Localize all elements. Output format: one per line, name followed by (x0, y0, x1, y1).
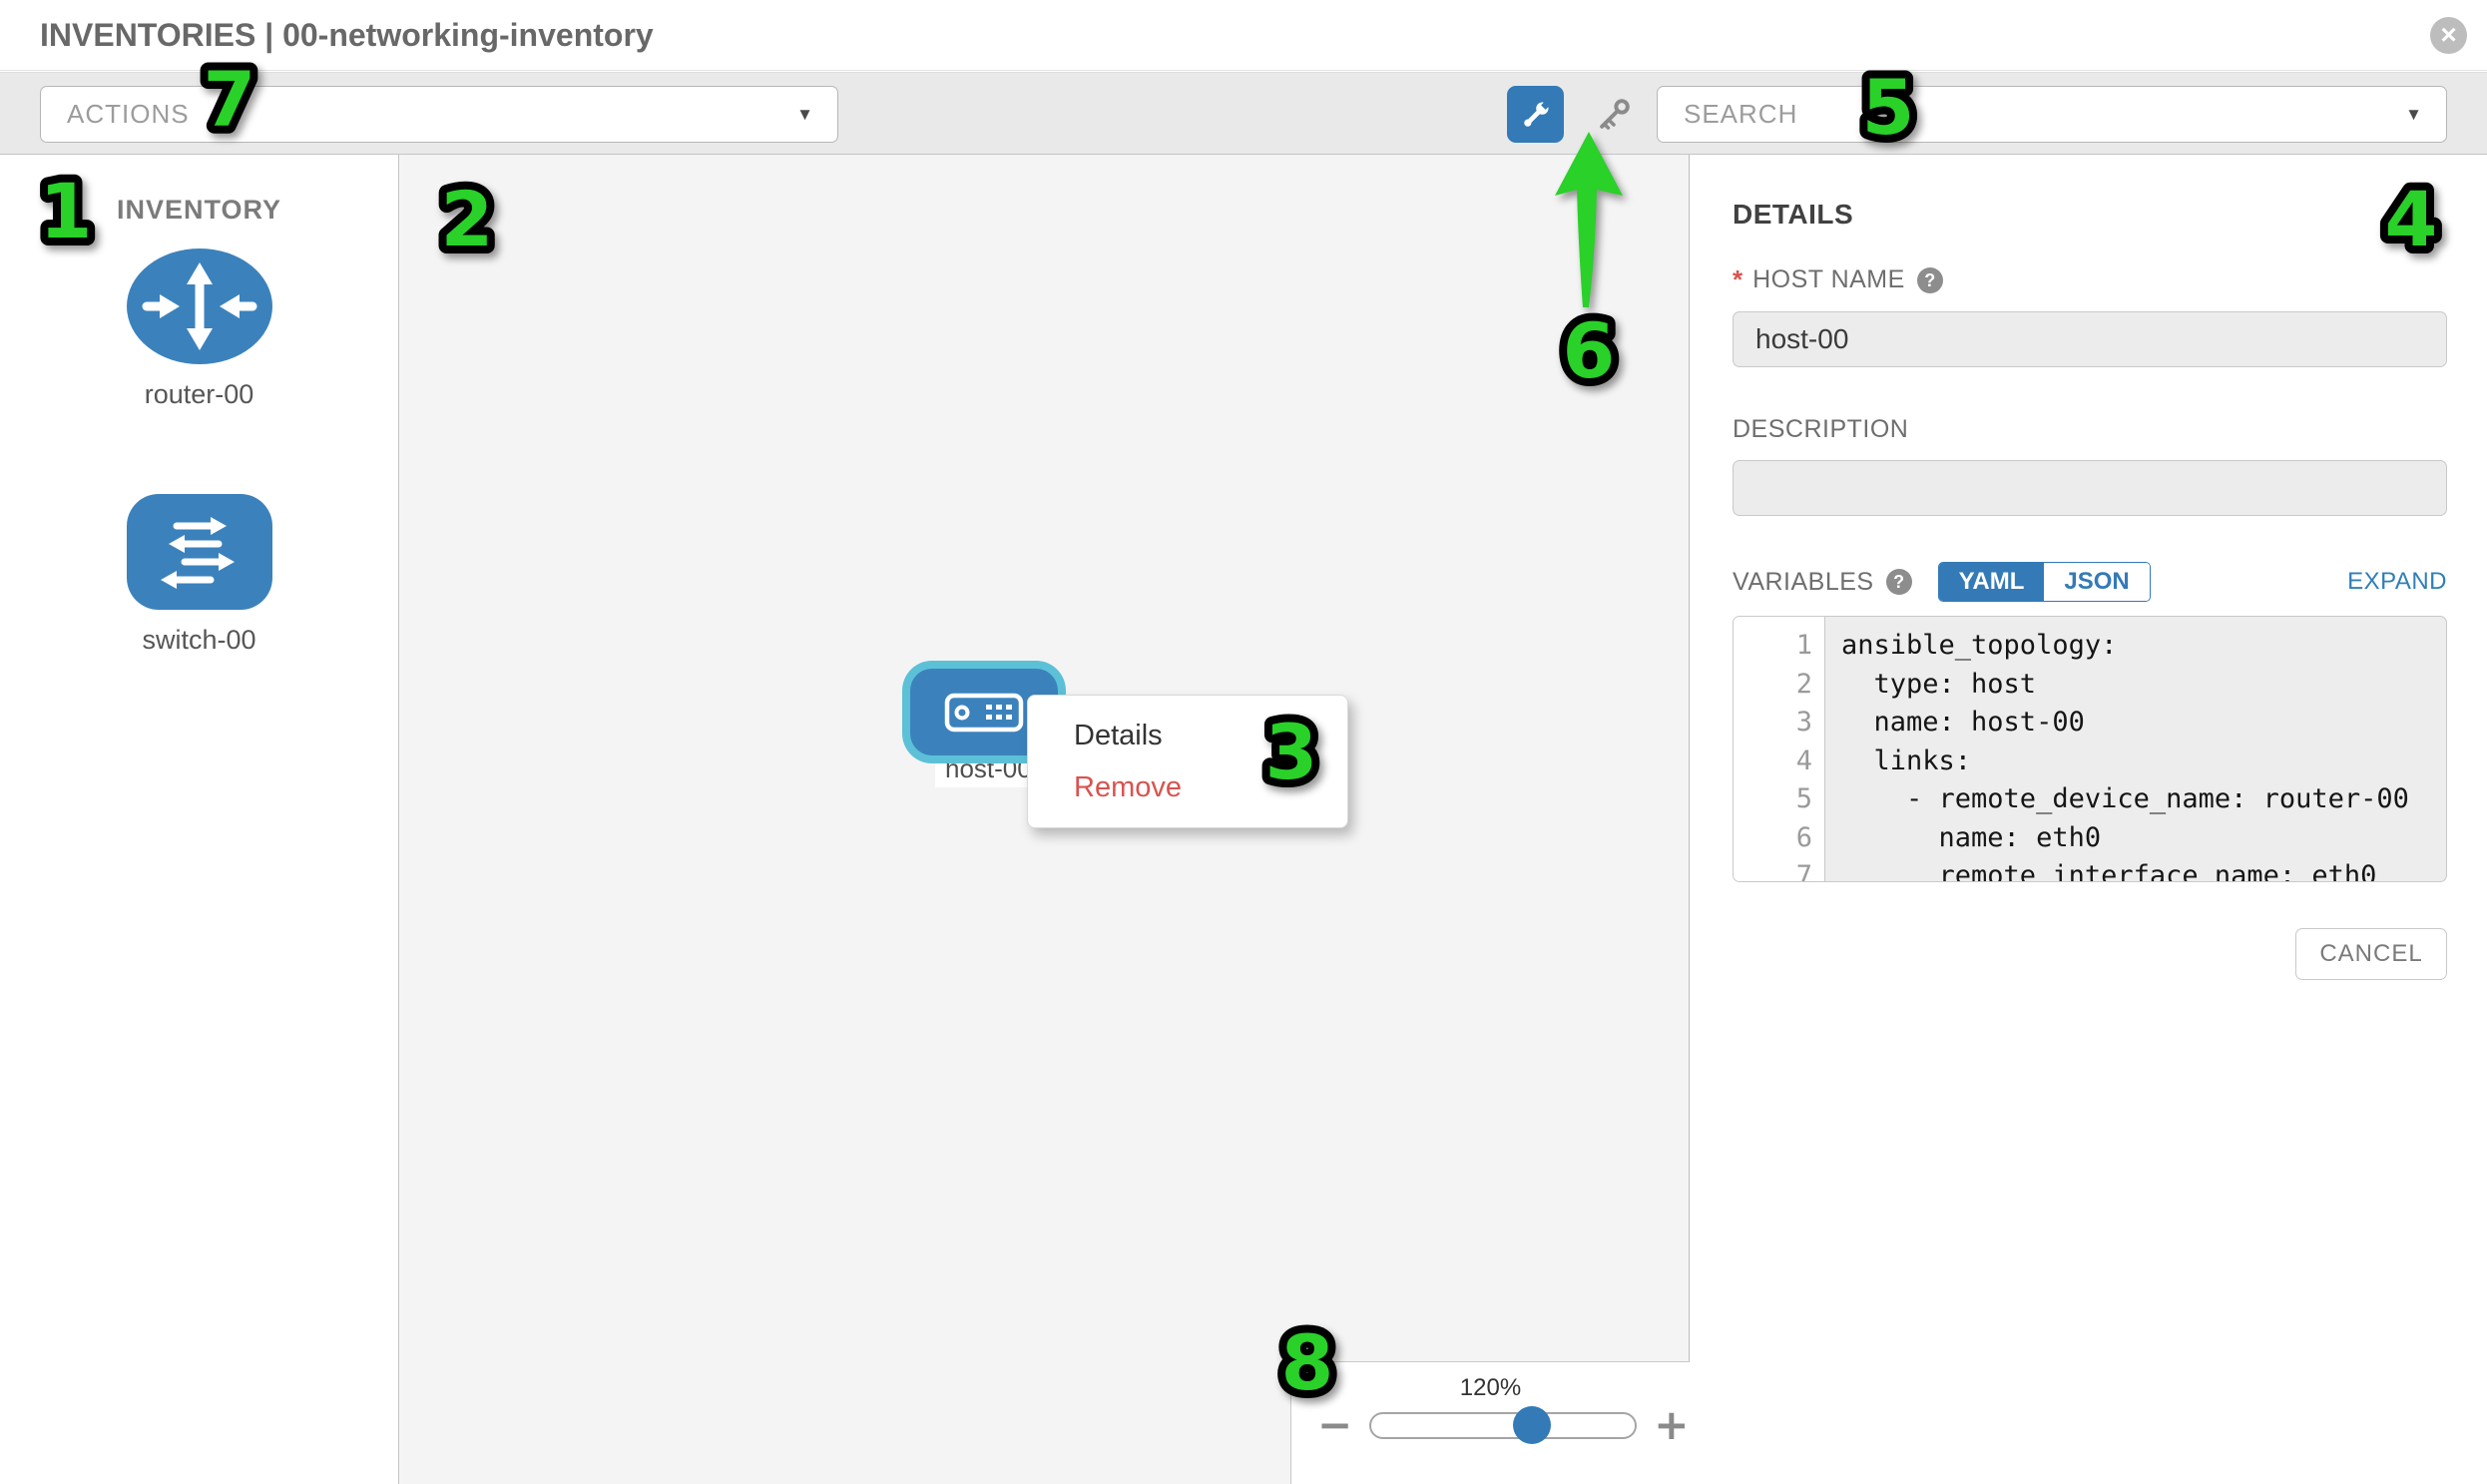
zoom-percentage: 120% (1459, 1374, 1522, 1401)
zoom-out-button[interactable]: − (1317, 1400, 1353, 1449)
context-menu-item-details[interactable]: Details (1074, 720, 1163, 751)
host-name-field[interactable] (1733, 311, 2447, 367)
description-field[interactable] (1733, 460, 2447, 516)
inventory-sidebar: INVENTORY router-00 (0, 155, 399, 1484)
cancel-button[interactable]: CANCEL (2295, 928, 2447, 980)
required-asterisk: * (1733, 264, 1743, 294)
actions-dropdown[interactable]: ACTIONS ▼ (40, 86, 838, 143)
router-icon (125, 247, 274, 366)
title-bar: INVENTORIES | 00-networking-inventory × (0, 0, 2487, 71)
context-menu: Details Remove (1027, 695, 1348, 828)
code-line: ansible_topology: (1841, 630, 2118, 661)
line-number: 4 (1795, 744, 1812, 776)
search-dropdown-label: SEARCH (1684, 99, 1798, 129)
line-number: 7 (1795, 860, 1812, 882)
toolbar: ACTIONS ▼ SEARCH ▼ (0, 72, 2487, 155)
toggle-yaml[interactable]: YAML (1938, 563, 2045, 601)
host-node[interactable] (902, 661, 1066, 763)
toolbar-wrench-button[interactable] (1507, 86, 1564, 143)
details-panel: DETAILS * HOST NAME ? DESCRIPTION VARIAB… (1691, 155, 2487, 1484)
line-number: 3 (1795, 707, 1812, 738)
toggle-json[interactable]: JSON (2044, 563, 2150, 601)
palette-item-label: router-00 (144, 379, 254, 409)
toolbar-key-button[interactable] (1589, 89, 1639, 141)
chevron-down-icon: ▼ (2405, 105, 2422, 124)
variables-format-toggle: YAML JSON (1937, 562, 2151, 602)
page-title: INVENTORIES | 00-networking-inventory (40, 17, 654, 53)
code-line: remote_interface_name: eth0 (1841, 860, 2377, 882)
sidebar-heading: INVENTORY (116, 195, 282, 225)
line-number: 2 (1795, 668, 1812, 700)
actions-dropdown-label: ACTIONS (67, 99, 190, 129)
editor-code: ansible_topology: type: host name: host-… (1825, 617, 2446, 881)
close-icon[interactable]: × (2430, 17, 2467, 54)
line-number: 5 (1795, 783, 1812, 814)
variables-code-editor[interactable]: 1 2 3 4 5 6 7 ansible_topology: type: ho… (1733, 616, 2447, 882)
code-line: - remote_device_name: router-00 (1841, 783, 2409, 814)
chevron-down-icon: ▼ (796, 105, 813, 124)
key-icon (1600, 99, 1630, 130)
code-line: name: host-00 (1841, 707, 2085, 738)
wrench-icon (1523, 99, 1551, 127)
code-line: type: host (1841, 668, 2037, 700)
help-icon[interactable]: ? (1916, 266, 1943, 293)
palette-item-switch[interactable]: switch-00 (0, 492, 398, 656)
host-server-icon (944, 693, 1024, 732)
help-icon[interactable]: ? (1885, 569, 1912, 595)
close-glyph: × (2440, 19, 2457, 50)
code-line: name: eth0 (1841, 821, 2102, 853)
description-label: DESCRIPTION (1733, 415, 1909, 443)
zoom-control: 120% − + (1290, 1361, 1690, 1484)
palette-item-label: switch-00 (142, 625, 256, 655)
code-line: links: (1841, 744, 1972, 776)
palette-item-router[interactable]: router-00 (0, 247, 398, 410)
zoom-slider-track[interactable] (1369, 1405, 1638, 1444)
line-number: 1 (1795, 630, 1812, 661)
details-heading: DETAILS (1733, 199, 1854, 230)
topology-canvas[interactable]: host-00 Details Remove 120% − + (399, 155, 1690, 1484)
host-name-label: HOST NAME (1752, 265, 1905, 293)
zoom-slider-handle[interactable] (1513, 1405, 1552, 1444)
context-menu-item-remove[interactable]: Remove (1074, 771, 1182, 803)
zoom-in-button[interactable]: + (1654, 1400, 1690, 1449)
search-dropdown[interactable]: SEARCH ▼ (1657, 86, 2447, 143)
expand-link[interactable]: EXPAND (2347, 568, 2447, 595)
editor-gutter: 1 2 3 4 5 6 7 (1734, 617, 1825, 881)
variables-label: VARIABLES (1733, 567, 1874, 596)
content-area: INVENTORY router-00 (0, 155, 2487, 1484)
line-number: 6 (1795, 821, 1812, 853)
switch-icon (125, 492, 274, 612)
